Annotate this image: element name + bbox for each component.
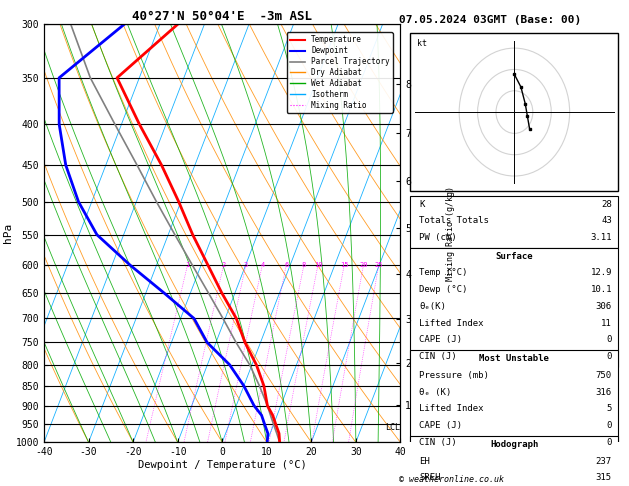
Y-axis label: Mixing Ratio (g/kg): Mixing Ratio (g/kg) (446, 186, 455, 281)
Text: 10: 10 (314, 262, 322, 268)
Text: Temp (°C): Temp (°C) (419, 268, 467, 278)
X-axis label: Dewpoint / Temperature (°C): Dewpoint / Temperature (°C) (138, 460, 306, 470)
Text: CAPE (J): CAPE (J) (419, 421, 462, 430)
Text: © weatheronline.co.uk: © weatheronline.co.uk (399, 474, 504, 484)
Text: EH: EH (419, 456, 430, 466)
Bar (411, 248, 618, 367)
Text: 43: 43 (601, 216, 612, 225)
Text: θₑ(K): θₑ(K) (419, 302, 446, 311)
Text: Totals Totals: Totals Totals (419, 216, 489, 225)
Text: 316: 316 (596, 388, 612, 397)
Text: 3.11: 3.11 (591, 233, 612, 242)
Text: 12.9: 12.9 (591, 268, 612, 278)
Text: θₑ (K): θₑ (K) (419, 388, 452, 397)
Text: 28: 28 (601, 200, 612, 208)
Bar (411, 350, 618, 453)
Text: 0: 0 (606, 352, 612, 361)
Text: 2: 2 (221, 262, 226, 268)
Text: CIN (J): CIN (J) (419, 352, 457, 361)
Text: 07.05.2024 03GMT (Base: 00): 07.05.2024 03GMT (Base: 00) (399, 15, 582, 25)
Text: 11: 11 (601, 319, 612, 328)
Text: kt: kt (417, 39, 427, 48)
Bar (411, 436, 618, 486)
Text: Pressure (mb): Pressure (mb) (419, 371, 489, 380)
Text: 6: 6 (284, 262, 289, 268)
Text: 750: 750 (596, 371, 612, 380)
Text: Most Unstable: Most Unstable (479, 354, 549, 363)
Text: 8: 8 (302, 262, 306, 268)
Y-axis label: hPa: hPa (3, 223, 13, 243)
Text: CIN (J): CIN (J) (419, 438, 457, 447)
Text: 4: 4 (260, 262, 264, 268)
Text: 306: 306 (596, 302, 612, 311)
Text: Lifted Index: Lifted Index (419, 319, 484, 328)
Text: 15: 15 (340, 262, 348, 268)
Legend: Temperature, Dewpoint, Parcel Trajectory, Dry Adiabat, Wet Adiabat, Isotherm, Mi: Temperature, Dewpoint, Parcel Trajectory… (287, 32, 393, 113)
Text: CAPE (J): CAPE (J) (419, 335, 462, 345)
Text: 0: 0 (606, 438, 612, 447)
Text: Dewp (°C): Dewp (°C) (419, 285, 467, 294)
Text: 0: 0 (606, 335, 612, 345)
Text: Hodograph: Hodograph (490, 440, 538, 449)
Text: LCL: LCL (386, 422, 401, 432)
Text: PW (cm): PW (cm) (419, 233, 457, 242)
Bar (411, 33, 618, 191)
Text: 237: 237 (596, 456, 612, 466)
Text: 10.1: 10.1 (591, 285, 612, 294)
Text: SREH: SREH (419, 473, 440, 482)
Text: 0: 0 (606, 421, 612, 430)
Text: 315: 315 (596, 473, 612, 482)
Text: K: K (419, 200, 425, 208)
Title: 40°27'N 50°04'E  -3m ASL: 40°27'N 50°04'E -3m ASL (132, 10, 312, 23)
Text: 1: 1 (186, 262, 190, 268)
Bar (411, 196, 618, 248)
Text: 25: 25 (374, 262, 383, 268)
Text: 3: 3 (244, 262, 248, 268)
Text: 20: 20 (359, 262, 368, 268)
Text: 5: 5 (606, 404, 612, 413)
Text: Surface: Surface (496, 252, 533, 261)
Text: Lifted Index: Lifted Index (419, 404, 484, 413)
